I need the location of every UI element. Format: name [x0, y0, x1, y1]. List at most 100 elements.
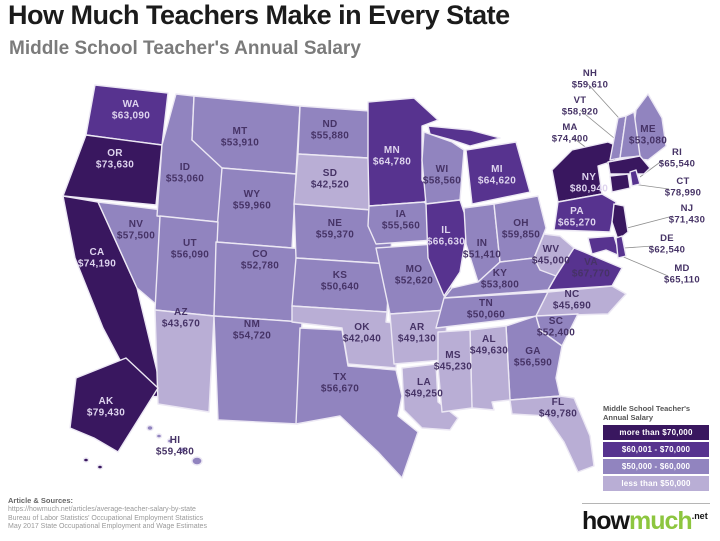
state-MI-label: MI $64,620 [478, 164, 516, 187]
legend-item-label: less than $50,000 [621, 479, 691, 488]
state-VA-shape [547, 247, 623, 291]
state-MT-label: MT $53,910 [221, 126, 259, 149]
state-TN-label: TN $50,060 [467, 298, 505, 321]
state-AK-shape [69, 357, 159, 453]
state-RI-label: RI $65,540 [659, 147, 695, 170]
state-ID-label: ID $53,060 [166, 162, 204, 185]
state-AZ-label: AZ $43,670 [162, 307, 200, 330]
state-AK-label: AK $79,430 [87, 396, 125, 419]
state-IL-shape [425, 199, 469, 297]
state-NJ-shape [611, 203, 629, 241]
state-MI-shape [465, 141, 531, 205]
state-shapes [62, 84, 667, 479]
legend-item-more-than-70000: more than $70,000 [603, 425, 709, 440]
legend: Middle School Teacher's Annual Salary mo… [603, 404, 709, 493]
legend-item-label: $60,001 - $70,000 [621, 445, 691, 454]
state-MD-label: MD $65,110 [664, 263, 700, 286]
state-KS-label: KS $50,640 [321, 270, 359, 293]
state-HI-label: HI $59,480 [156, 435, 194, 458]
state-VT-label: VT $58,920 [562, 95, 598, 118]
state-WI-label: WI $58,560 [423, 164, 461, 187]
state-IN-label: IN $51,410 [463, 238, 501, 261]
state-TX-label: TX $56,670 [321, 372, 359, 395]
state-IL-label: IL $66,630 [427, 225, 465, 248]
state-MS-label: MS $45,230 [434, 350, 472, 373]
state-DE-shape [615, 235, 627, 259]
state-VA-label: VA $67,770 [572, 257, 610, 280]
legend-item-label: more than $70,000 [619, 428, 693, 437]
state-MI-up-shape [427, 125, 501, 147]
sources-oews: May 2017 State Occupational Employment a… [8, 523, 207, 530]
state-CO-label: CO $52,780 [241, 249, 279, 272]
state-NC-shape [535, 285, 627, 317]
state-SD-label: SD $42,520 [311, 168, 349, 191]
state-PA-label: PA $65,270 [558, 206, 596, 229]
state-NY-label: NY $80,940 [570, 172, 608, 195]
legend-item-label: $50,000 - $60,000 [621, 462, 691, 471]
state-OR-shape [62, 134, 163, 206]
state-MS-shape [437, 329, 473, 413]
state-GA-label: GA $56,590 [514, 346, 552, 369]
state-IA-label: IA $55,560 [382, 209, 420, 232]
state-HI-island [179, 446, 187, 454]
state-NE-label: NE $59,370 [316, 218, 354, 241]
state-CT-shape [609, 173, 631, 193]
state-HI-island [155, 433, 163, 439]
state-AR-label: AR $49,130 [398, 322, 436, 345]
state-UT-label: UT $56,090 [171, 238, 209, 261]
state-AL-label: AL $49,630 [470, 334, 508, 357]
state-KY-label: KY $53,800 [481, 268, 519, 291]
logo-how: how [582, 507, 630, 535]
state-NC-label: NC $45,690 [553, 289, 591, 312]
page-subtitle: Middle School Teacher's Annual Salary [9, 38, 361, 59]
state-TX-shape [295, 327, 419, 479]
state-NM-label: NM $54,720 [233, 319, 271, 342]
state-DE-label: DE $62,540 [649, 233, 685, 256]
state-HI-island [191, 456, 203, 466]
state-AK-islet [96, 464, 104, 470]
sources-url: https://howmuch.net/articles/average-tea… [8, 506, 196, 513]
sources-block: Article & Sources: https://howmuch.net/a… [8, 496, 207, 532]
state-WA-label: WA $63,090 [112, 99, 150, 122]
state-HI-island [166, 438, 174, 444]
state-RI-shape [629, 169, 641, 187]
state-NJ-label: NJ $71,430 [669, 203, 705, 226]
state-FL-shape [509, 395, 595, 473]
state-AK-islet [82, 457, 90, 463]
state-AZ-shape [154, 309, 215, 413]
sources-heading: Article & Sources: [8, 496, 74, 505]
state-MA-label: MA $74,400 [552, 122, 588, 145]
legend-item-60001-70000: $60,001 - $70,000 [603, 442, 709, 457]
state-MO-label: MO $52,620 [395, 264, 433, 287]
legend-item-50000-60000: $50,000 - $60,000 [603, 459, 709, 474]
logo-much: much [629, 507, 693, 535]
state-ND-label: ND $55,880 [311, 119, 349, 142]
state-MA-shape [607, 155, 651, 175]
state-OH-label: OH $59,850 [502, 218, 540, 241]
state-OK-shape [291, 305, 401, 369]
state-MN-label: MN $64,780 [373, 145, 411, 168]
logo-net-suffix: .net [691, 511, 708, 521]
page-title: How Much Teachers Make in Every State [8, 0, 510, 30]
state-OK-label: OK $42,040 [343, 322, 381, 345]
sources-bls: Bureau of Labor Statistics' Occupational… [8, 514, 204, 522]
state-NH-label: NH $59,610 [572, 68, 608, 91]
legend-item-less-than-50000: less than $50,000 [603, 476, 709, 491]
state-ME-label: ME $53,080 [629, 124, 667, 147]
howmuch-logo: howmuch.net [582, 503, 710, 536]
state-WV-label: WV $45,000 [532, 244, 570, 267]
state-OR-label: OR $73,630 [96, 148, 134, 171]
state-CA-label: CA $74,190 [78, 247, 116, 270]
state-NV-label: NV $57,500 [117, 219, 155, 242]
state-LA-shape [401, 363, 459, 431]
state-HI-island [146, 424, 154, 432]
state-UT-shape [154, 215, 219, 317]
state-labels: WA $63,090 OR $73,630 CA $74,190 ID $53,060 … [78, 68, 705, 458]
state-MD-shape [587, 235, 621, 257]
state-CT-label: CT $78,990 [665, 176, 701, 199]
state-LA-label: LA $49,250 [405, 377, 443, 400]
state-WY-label: WY $59,960 [233, 189, 271, 212]
state-SC-label: SC $52,400 [537, 316, 575, 339]
